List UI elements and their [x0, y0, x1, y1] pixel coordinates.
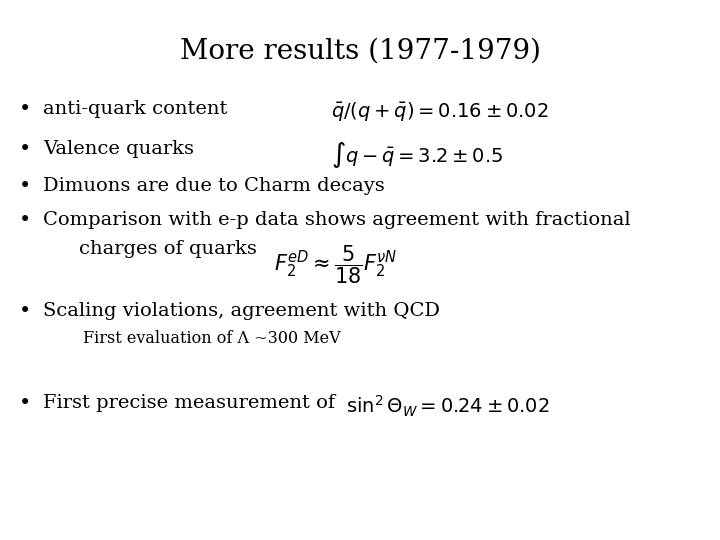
Text: •: •	[19, 140, 32, 159]
Text: $\bar{q}/(q+\bar{q}) = 0.16 \pm 0.02$: $\bar{q}/(q+\bar{q}) = 0.16 \pm 0.02$	[331, 100, 549, 123]
Text: charges of quarks: charges of quarks	[79, 240, 257, 258]
Text: •: •	[19, 394, 32, 413]
Text: Dimuons are due to Charm decays: Dimuons are due to Charm decays	[43, 177, 385, 195]
Text: More results (1977-1979): More results (1977-1979)	[179, 38, 541, 65]
Text: $\int q - \bar{q} = 3.2 \pm 0.5$: $\int q - \bar{q} = 3.2 \pm 0.5$	[331, 140, 503, 170]
Text: First precise measurement of: First precise measurement of	[43, 394, 336, 412]
Text: •: •	[19, 211, 32, 229]
Text: First evaluation of Λ ~300 MeV: First evaluation of Λ ~300 MeV	[83, 330, 341, 347]
Text: •: •	[19, 177, 32, 196]
Text: anti-quark content: anti-quark content	[43, 100, 228, 118]
Text: $F_2^{eD} \approx \dfrac{5}{18} F_2^{\nu N}$: $F_2^{eD} \approx \dfrac{5}{18} F_2^{\nu…	[274, 243, 397, 286]
Text: $\sin^2\Theta_W = 0.24 \pm 0.02$: $\sin^2\Theta_W = 0.24 \pm 0.02$	[346, 394, 549, 420]
Text: •: •	[19, 302, 32, 321]
Text: Scaling violations, agreement with QCD: Scaling violations, agreement with QCD	[43, 302, 440, 320]
Text: •: •	[19, 100, 32, 119]
Text: Valence quarks: Valence quarks	[43, 140, 194, 158]
Text: Comparison with e-p data shows agreement with fractional: Comparison with e-p data shows agreement…	[43, 211, 631, 228]
